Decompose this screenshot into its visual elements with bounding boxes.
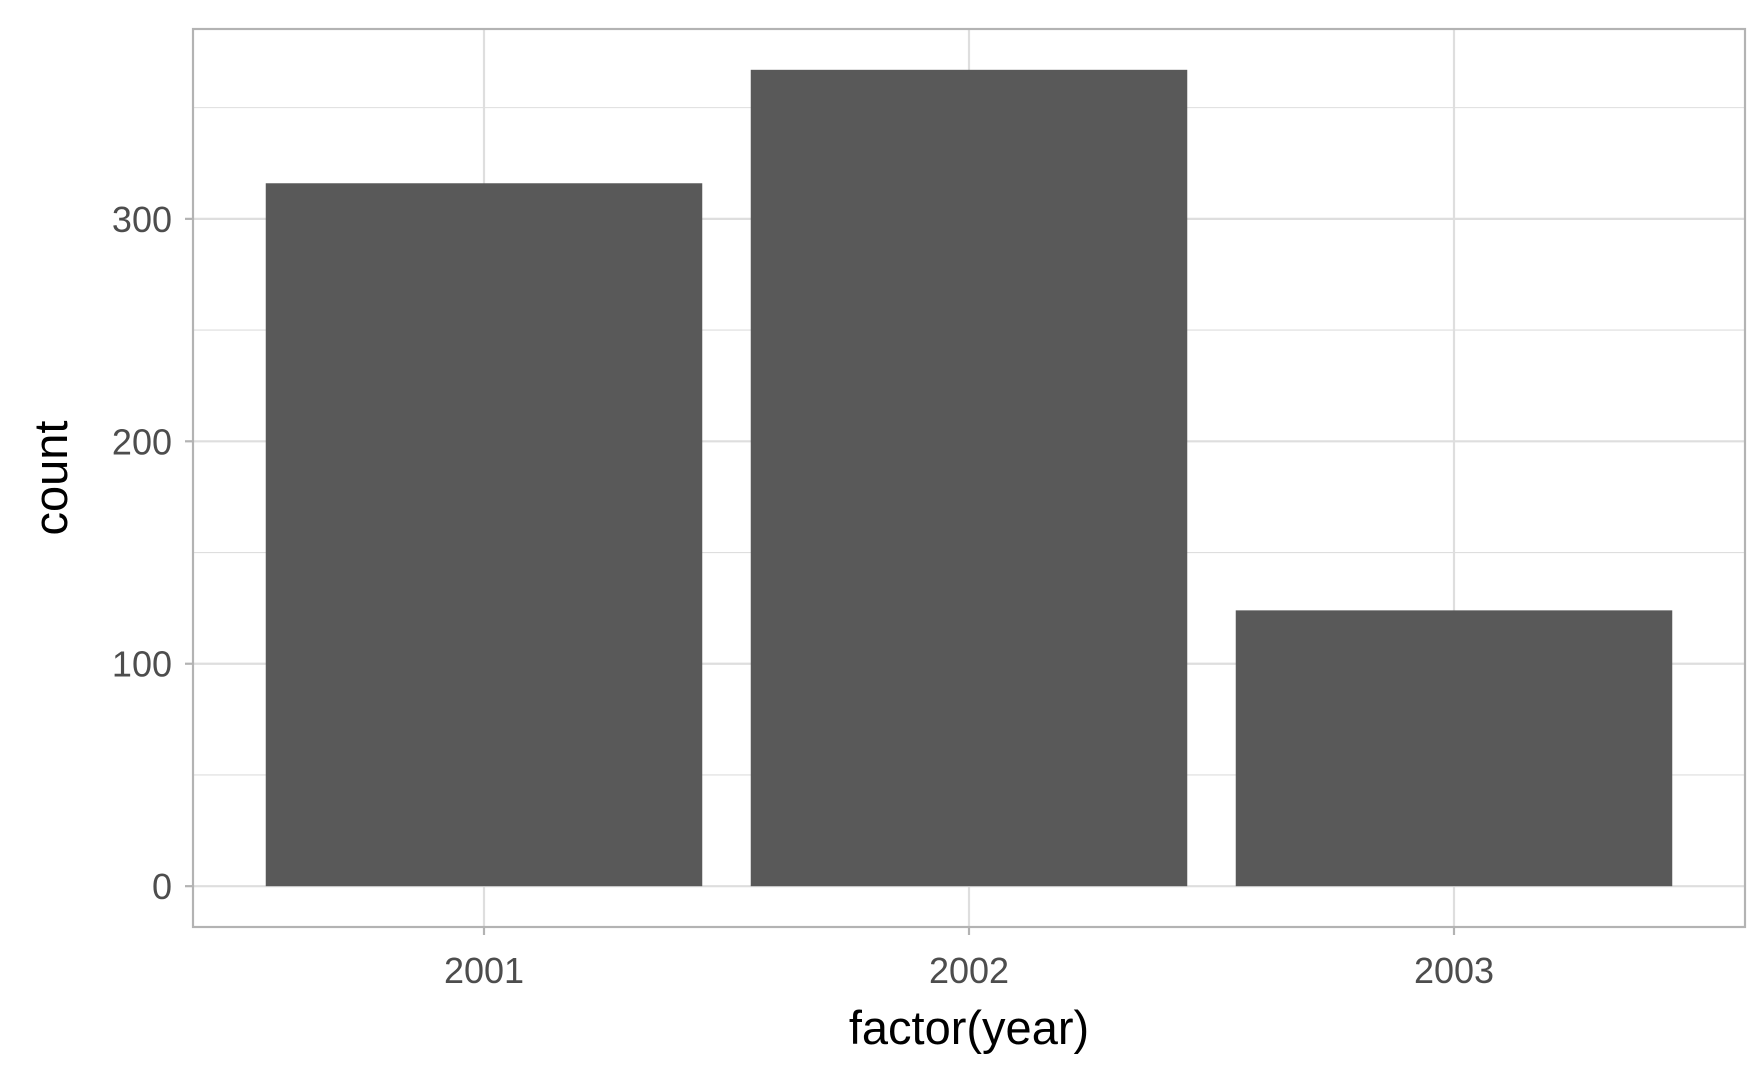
bar-2001 xyxy=(265,183,703,887)
tick-labels: 0 100 200 300 2001 2002 2003 xyxy=(112,199,1494,991)
x-tick-label: 2002 xyxy=(929,950,1009,991)
bar-2003 xyxy=(1235,610,1673,887)
axis-ticks xyxy=(185,217,1456,935)
x-axis-title: factor(year) xyxy=(849,1001,1089,1054)
bars xyxy=(265,69,1673,887)
y-tick-label: 100 xyxy=(112,644,172,685)
y-tick-label: 200 xyxy=(112,421,172,462)
y-tick-label: 300 xyxy=(112,199,172,240)
y-tick-label: 0 xyxy=(152,866,172,907)
y-axis-title: count xyxy=(24,421,77,536)
bar-2002 xyxy=(750,69,1188,887)
x-tick-label: 2001 xyxy=(444,950,524,991)
x-tick-label: 2003 xyxy=(1414,950,1494,991)
